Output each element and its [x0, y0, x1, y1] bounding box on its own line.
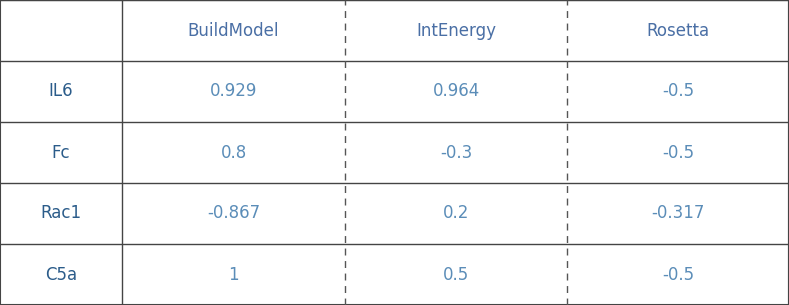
Text: 0.964: 0.964 [432, 82, 480, 101]
Text: BuildModel: BuildModel [188, 21, 279, 40]
Text: IntEnergy: IntEnergy [416, 21, 496, 40]
Text: -0.317: -0.317 [652, 204, 705, 223]
Text: IL6: IL6 [49, 82, 73, 101]
Text: Rac1: Rac1 [40, 204, 82, 223]
Text: -0.5: -0.5 [662, 143, 694, 162]
Text: -0.3: -0.3 [440, 143, 472, 162]
Text: C5a: C5a [45, 265, 77, 284]
Text: 0.8: 0.8 [220, 143, 247, 162]
Text: -0.867: -0.867 [207, 204, 260, 223]
Text: Fc: Fc [52, 143, 70, 162]
Text: 0.2: 0.2 [443, 204, 469, 223]
Text: 0.929: 0.929 [210, 82, 257, 101]
Text: 1: 1 [228, 265, 239, 284]
Text: -0.5: -0.5 [662, 265, 694, 284]
Text: Rosetta: Rosetta [646, 21, 710, 40]
Text: -0.5: -0.5 [662, 82, 694, 101]
Text: 0.5: 0.5 [443, 265, 469, 284]
